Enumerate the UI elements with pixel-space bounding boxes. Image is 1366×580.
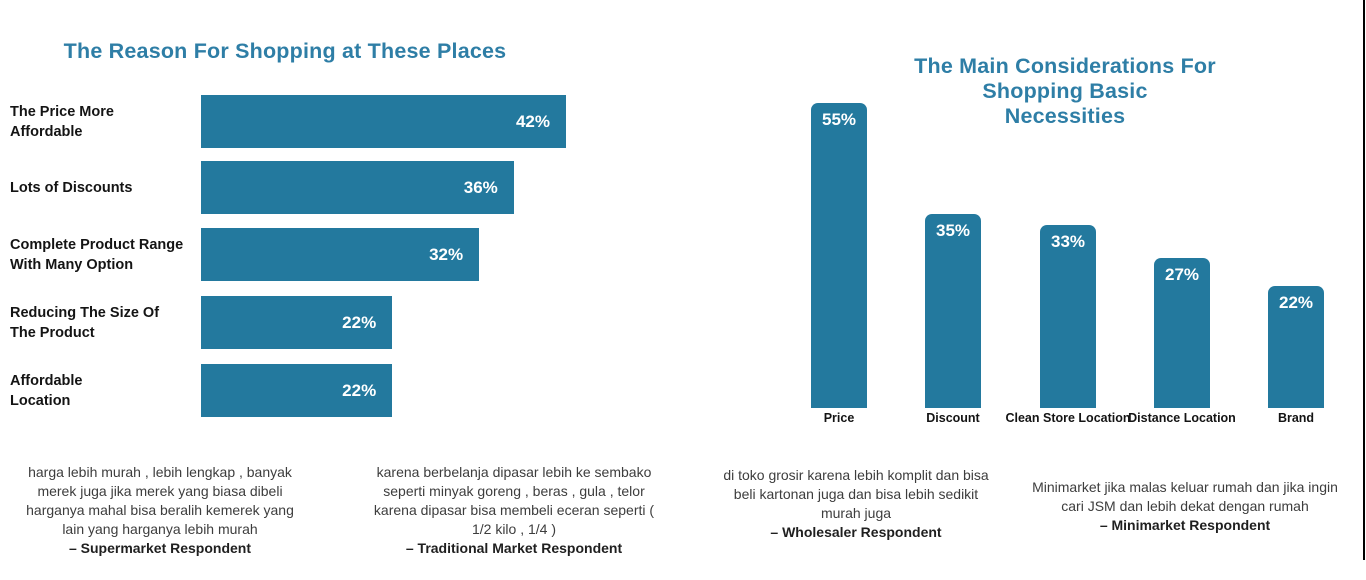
bar-row: Affordable Location 22% <box>0 364 683 417</box>
column-category-label: Brand <box>1277 411 1315 425</box>
left-chart-title: The Reason For Shopping at These Places <box>63 39 507 63</box>
bar-category-label-line: Reducing The Size Of <box>10 304 160 321</box>
quote-text: harga lebih murah , lebih lengkap , bany… <box>26 464 294 537</box>
quote-attribution: – Minimarket Respondent <box>1099 517 1271 533</box>
quote-text: Minimarket jika malas keluar rumah dan j… <box>1032 479 1338 514</box>
column-value-label: 22% <box>1278 293 1314 312</box>
bar-category-label-line: Complete Product Range <box>10 236 184 253</box>
bar-category-label-line: Affordable <box>10 372 83 389</box>
page-edge-line <box>1363 0 1365 560</box>
column-category-label: Price <box>823 411 855 425</box>
quote-attribution: – Supermarket Respondent <box>68 540 252 556</box>
column-value-label: 35% <box>935 220 971 240</box>
bar-category-label-line: Affordable <box>10 123 83 140</box>
bar-category-label-line: Lots of Discounts <box>10 179 133 196</box>
bar-row: Lots of Discounts 36% <box>0 161 683 214</box>
bar-value-label: 42% <box>515 111 550 131</box>
quote-block: di toko grosir karena lebih komplit dan … <box>714 466 998 542</box>
column-value-label: 55% <box>821 110 857 129</box>
bar-value-label: 32% <box>429 244 464 264</box>
bar: 22% <box>201 364 393 417</box>
quote-attribution: – Wholesaler Respondent <box>770 524 942 540</box>
quote-block: harga lebih murah , lebih lengkap , bany… <box>16 463 304 558</box>
column-category-label: Distance Location <box>1128 411 1236 425</box>
quote-block: karena berbelanja dipasar lebih ke semba… <box>366 463 662 558</box>
bar-category-label: Reducing The Size Of The Product <box>10 303 195 343</box>
bar-category-label-line: The Product <box>10 324 95 341</box>
bar-row: Complete Product Range With Many Option … <box>0 228 683 281</box>
bar: 22% <box>201 296 393 349</box>
column: 27% <box>1154 258 1210 408</box>
quote-attribution: – Traditional Market Respondent <box>405 540 623 556</box>
bar-category-label-line: The Price More <box>10 103 114 120</box>
quote-text: di toko grosir karena lebih komplit dan … <box>723 467 989 521</box>
bar-category-label: The Price More Affordable <box>10 102 195 142</box>
bar-value-label: 36% <box>463 177 498 197</box>
bar-category-label-line: Location <box>10 392 71 409</box>
right-chart-title-line: The Main Considerations For Shopping Bas… <box>914 54 1216 103</box>
bar: 36% <box>201 161 514 214</box>
column-category-label: Discount <box>926 411 980 425</box>
bar: 42% <box>201 95 566 148</box>
column: 33% <box>1040 225 1096 408</box>
column: 35% <box>925 213 981 408</box>
bar-row: Reducing The Size Of The Product 22% <box>0 296 683 349</box>
bar-category-label: Lots of Discounts <box>10 178 195 198</box>
right-chart-title: The Main Considerations For Shopping Bas… <box>865 54 1265 129</box>
bar-category-label: Complete Product Range With Many Option <box>10 235 195 275</box>
bar-category-label-line: With Many Option <box>10 256 134 273</box>
column: 55% <box>811 103 867 408</box>
column-category-label: Clean Store Location <box>1005 411 1131 425</box>
column: 22% <box>1268 286 1324 408</box>
quote-text: karena berbelanja dipasar lebih ke semba… <box>373 464 655 537</box>
bar: 32% <box>201 228 480 281</box>
bar-row: The Price More Affordable 42% <box>0 95 683 148</box>
column-value-label: 33% <box>1050 232 1086 251</box>
right-chart-title-line: Necessities <box>1004 104 1126 128</box>
bar-value-label: 22% <box>342 380 377 400</box>
quote-block: Minimarket jika malas keluar rumah dan j… <box>1029 478 1341 535</box>
bar-category-label: Affordable Location <box>10 371 195 411</box>
bar-value-label: 22% <box>342 312 377 332</box>
column-value-label: 27% <box>1164 265 1200 285</box>
